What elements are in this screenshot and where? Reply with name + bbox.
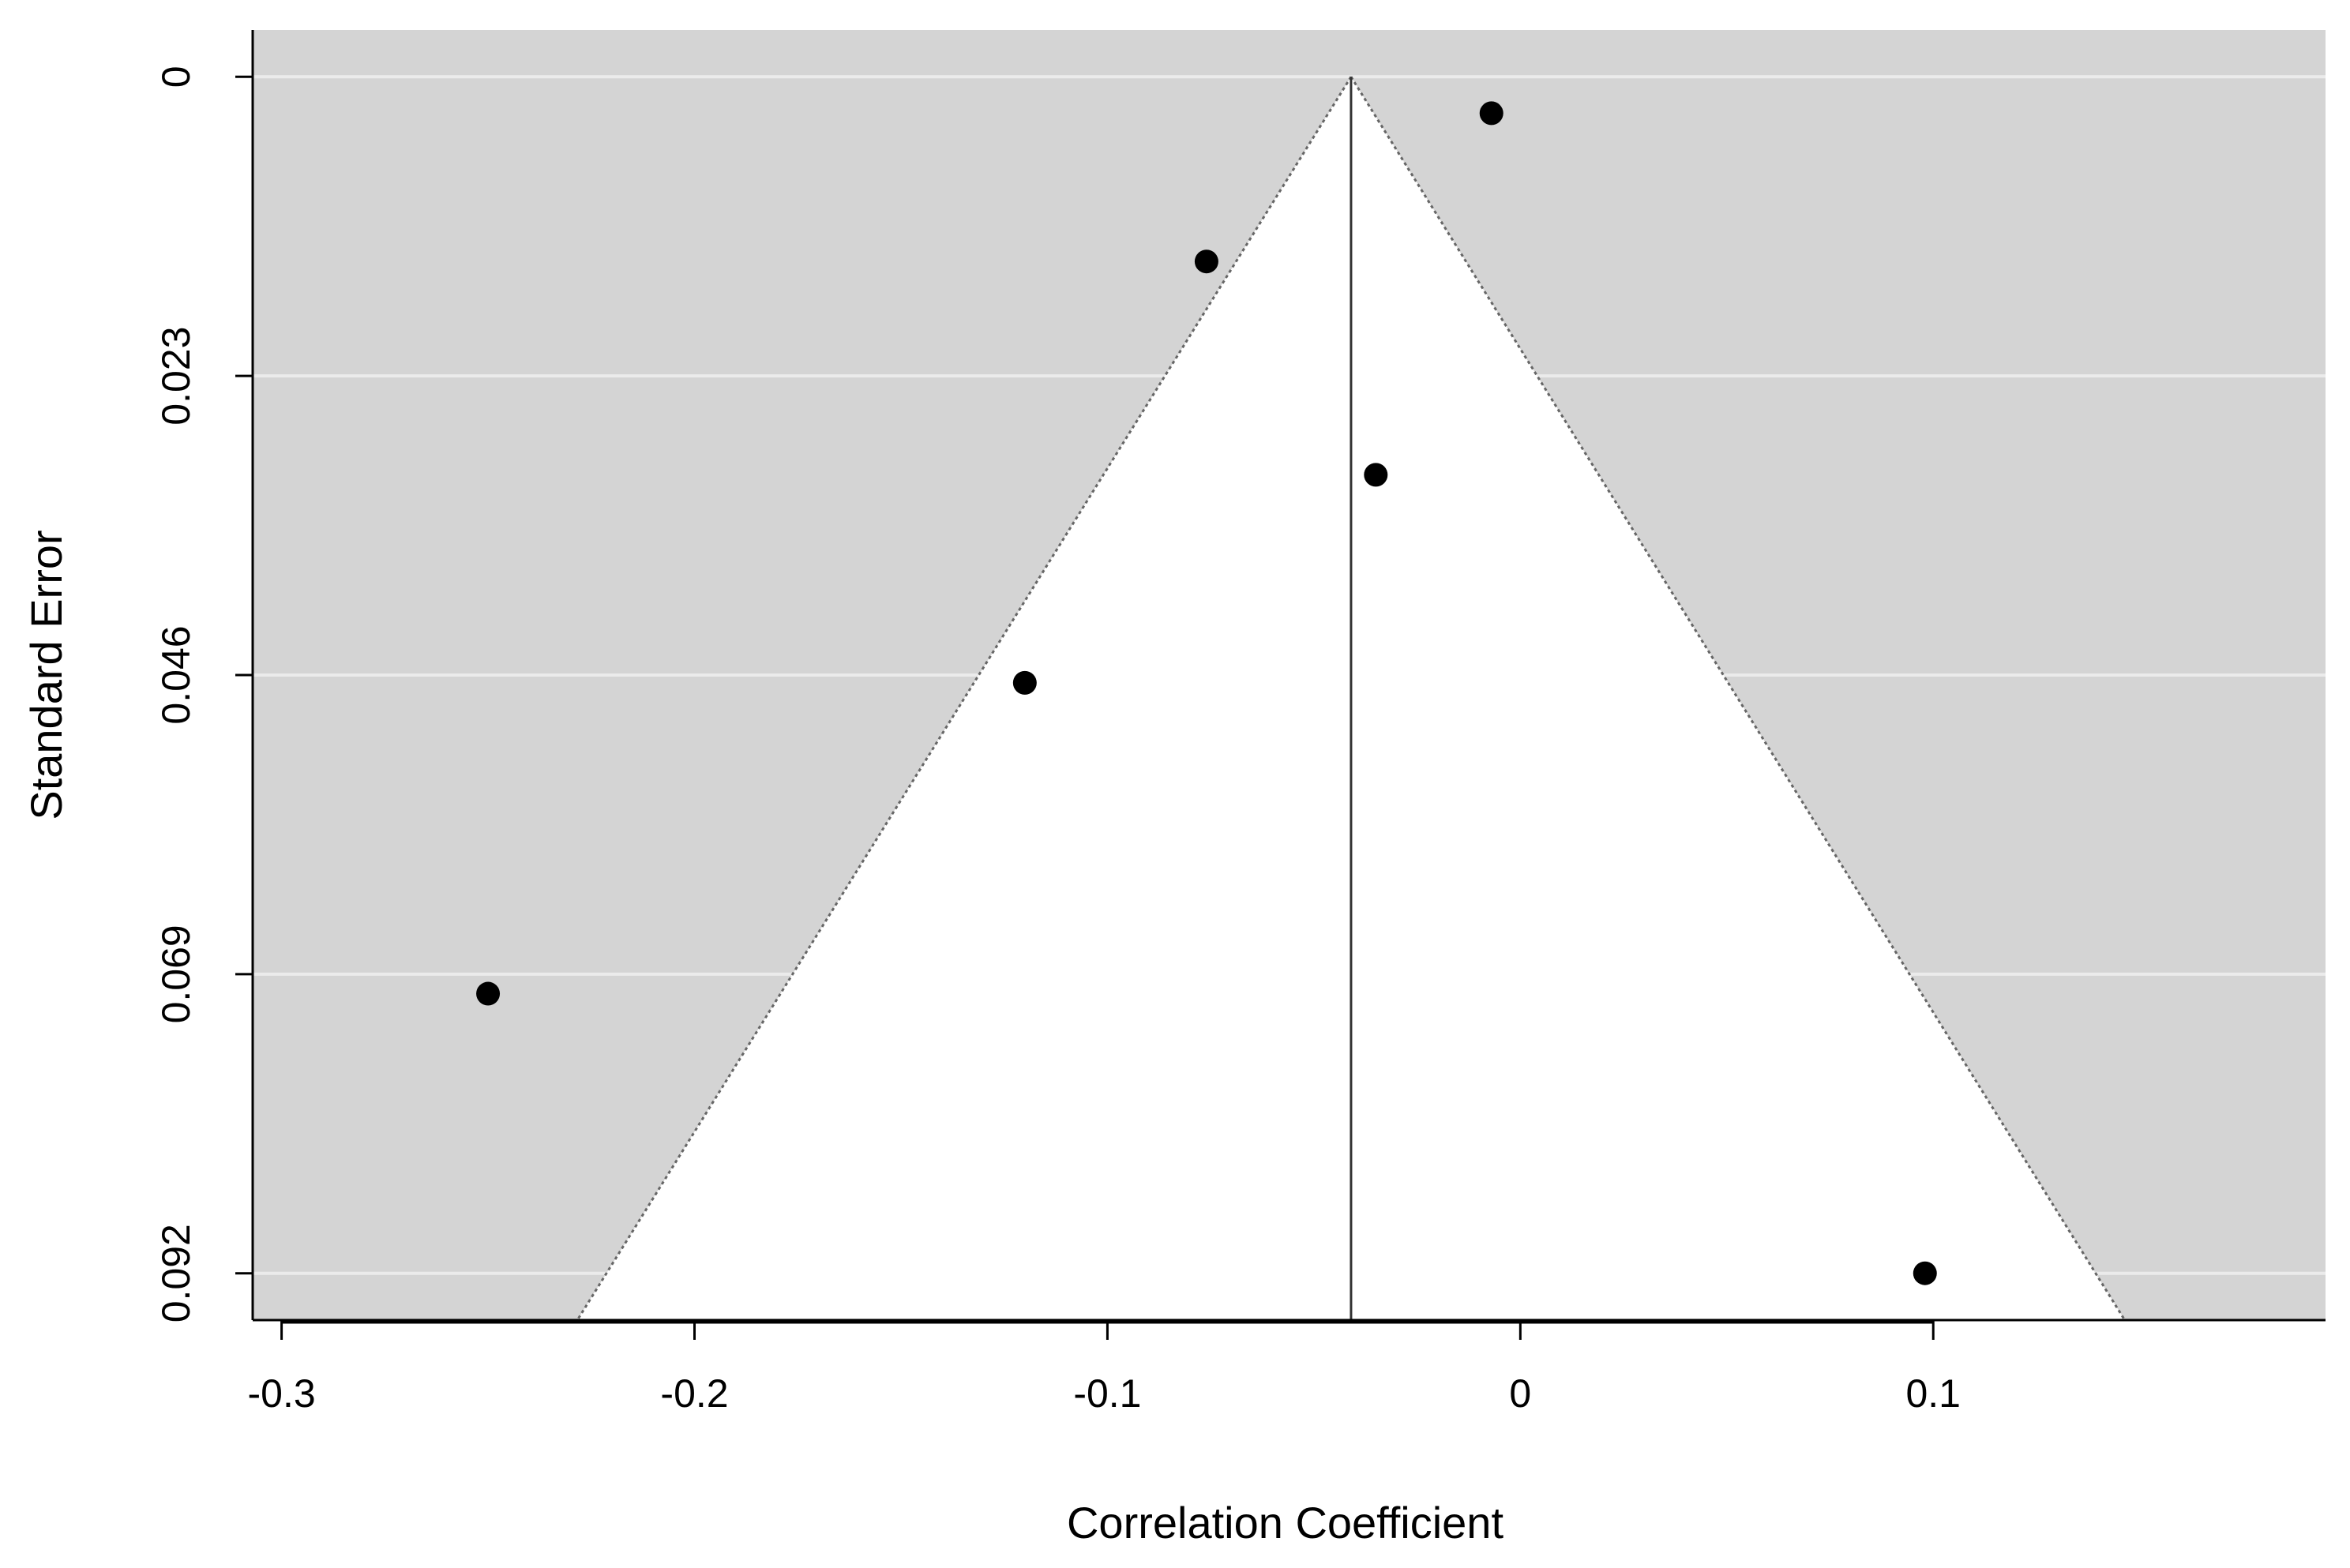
- data-point: [1913, 1261, 1937, 1285]
- data-points: [476, 101, 1937, 1285]
- funnel-right-boundary: [1350, 76, 2127, 1321]
- data-point: [1012, 670, 1037, 695]
- data-point: [1479, 101, 1503, 126]
- y-tick-label: 0.092: [154, 1224, 198, 1322]
- y-tick-label: 0: [154, 66, 198, 88]
- data-point: [1194, 249, 1218, 274]
- axes: 0 0.023 0.046 0.069 0.092 -0.3 -0.2 -0.1 0 0.1: [154, 30, 2326, 1416]
- x-tick-label: 0.1: [1905, 1371, 1961, 1416]
- x-tick-label: 0: [1509, 1371, 1531, 1416]
- y-tick-label: 0.023: [154, 327, 198, 426]
- y-tick-label: 0.069: [154, 925, 198, 1023]
- x-axis-title: Correlation Coefficient: [1067, 1498, 1503, 1547]
- funnel-left-boundary: [576, 76, 1353, 1321]
- y-axis-title: Standard Error: [21, 530, 71, 820]
- x-tick-label: -0.3: [248, 1371, 316, 1416]
- data-point: [476, 981, 501, 1006]
- funnel-boundaries: [576, 76, 2127, 1321]
- y-tick-label: 0.046: [154, 625, 198, 724]
- data-point: [1364, 463, 1388, 487]
- x-tick-label: -0.2: [660, 1371, 728, 1416]
- x-tick-label: -0.1: [1073, 1371, 1141, 1416]
